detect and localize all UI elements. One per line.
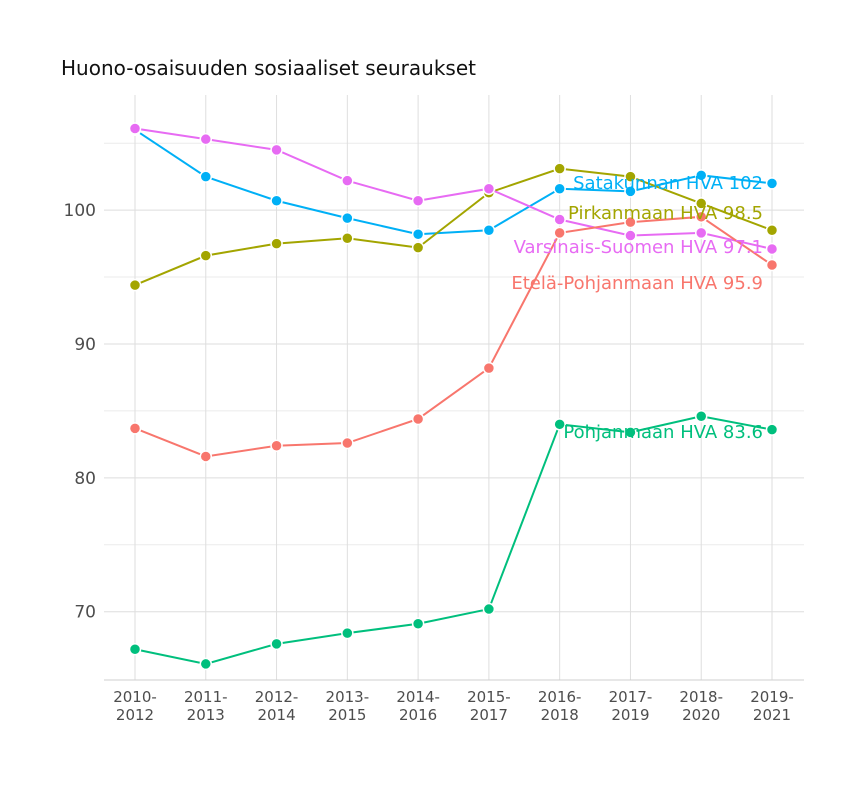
data-point: [411, 617, 425, 631]
x-tick-label: 2018-2020: [679, 688, 723, 724]
data-point: [624, 215, 637, 229]
data-point: [199, 170, 213, 183]
data-point: [270, 439, 283, 452]
data-point: [482, 361, 496, 375]
data-point: [765, 223, 779, 237]
data-point: [411, 227, 425, 241]
data-point: [411, 412, 425, 426]
x-tick-line: 2013-: [326, 688, 370, 706]
x-tick-line: 2019-: [750, 688, 794, 706]
data-point: [199, 132, 213, 146]
data-point: [553, 213, 566, 226]
series-end-label: Pirkanmaan HVA 98.5: [568, 203, 763, 224]
x-tick-label: 2011-2013: [184, 688, 228, 724]
data-point: [128, 122, 142, 135]
data-point: [624, 229, 637, 242]
y-tick-label: 70: [74, 603, 96, 623]
x-tick-line: 2015-: [467, 688, 511, 706]
y-tick-label: 80: [74, 469, 96, 489]
x-tick-line: 2014: [257, 706, 295, 724]
series-etel-pohjanmaan-hva: [128, 210, 779, 463]
x-tick-line: 2018: [541, 706, 579, 724]
series-line: [134, 215, 773, 458]
data-point: [694, 226, 708, 240]
data-point: [341, 211, 354, 225]
data-point: [270, 637, 283, 651]
data-point: [199, 249, 213, 262]
data-point: [694, 169, 708, 182]
data-point: [624, 426, 637, 439]
data-point: [694, 410, 708, 423]
data-point: [624, 185, 637, 198]
x-tick-line: 2011-: [184, 688, 228, 706]
x-tick-line: 2017: [470, 706, 508, 724]
data-point: [199, 657, 213, 671]
x-tick-line: 2021: [753, 706, 791, 724]
x-tick-label: 2017-2019: [609, 688, 653, 724]
series-end-label: Pohjanmaan HVA 83.6: [563, 422, 763, 443]
series-line: [134, 415, 773, 665]
series-end-label: Satakunnan HVA 102: [573, 173, 763, 194]
x-tick-line: 2015: [328, 706, 366, 724]
x-tick-line: 2012: [116, 706, 154, 724]
data-point: [765, 423, 779, 436]
data-point: [270, 143, 283, 157]
data-point: [624, 170, 637, 183]
data-point: [553, 418, 566, 431]
x-tick-line: 2016: [399, 706, 437, 724]
data-point: [553, 226, 566, 240]
series-line: [134, 127, 773, 250]
data-point: [128, 642, 142, 656]
x-tick-line: 2010-: [113, 688, 157, 706]
x-tick-line: 2019: [611, 706, 649, 724]
data-point: [765, 177, 779, 190]
data-point: [765, 258, 779, 272]
x-tick-label: 2016-2018: [538, 688, 582, 724]
x-tick-label: 2015-2017: [467, 688, 511, 724]
series-pirkanmaan-hva: [128, 162, 779, 292]
data-point: [553, 182, 566, 195]
y-tick-label: 100: [64, 201, 96, 221]
x-tick-line: 2014-: [396, 688, 440, 706]
x-tick-line: 2012-: [255, 688, 299, 706]
series-line: [134, 167, 773, 287]
data-point: [482, 182, 496, 195]
x-tick-line: 2016-: [538, 688, 582, 706]
series-end-label: Etelä-Pohjanmaan HVA 95.9: [511, 273, 763, 294]
data-point: [341, 174, 354, 187]
data-point: [341, 626, 354, 640]
data-point: [270, 237, 283, 250]
data-point: [128, 422, 142, 435]
x-tick-label: 2019-2021: [750, 688, 794, 724]
data-point: [341, 231, 354, 245]
chart-title: Huono-osaisuuden sosiaaliset seuraukset: [61, 56, 476, 80]
x-tick-line: 2017-: [609, 688, 653, 706]
data-point: [341, 436, 354, 450]
data-point: [694, 197, 708, 210]
x-tick-line: 2013: [187, 706, 225, 724]
x-tick-line: 2018-: [679, 688, 723, 706]
data-point: [411, 194, 425, 208]
series-line: [134, 128, 773, 236]
data-point: [482, 602, 496, 616]
series-end-label: Varsinais-Suomen HVA 97.1: [514, 237, 763, 258]
x-tick-label: 2013-2015: [326, 688, 370, 724]
data-point: [553, 162, 566, 175]
data-point: [694, 210, 708, 224]
x-tick-label: 2012-2014: [255, 688, 299, 724]
data-point: [128, 278, 142, 292]
series-varsinais-suomen-hva: [128, 122, 779, 256]
data-point: [411, 241, 425, 254]
data-point: [765, 242, 779, 256]
data-point: [199, 450, 213, 463]
data-point: [482, 223, 496, 237]
y-tick-label: 90: [74, 335, 96, 355]
x-tick-line: 2020: [682, 706, 720, 724]
x-tick-label: 2014-2016: [396, 688, 440, 724]
x-tick-label: 2010-2012: [113, 688, 157, 724]
series-pohjanmaan-hva: [128, 410, 779, 671]
data-point: [270, 194, 283, 208]
